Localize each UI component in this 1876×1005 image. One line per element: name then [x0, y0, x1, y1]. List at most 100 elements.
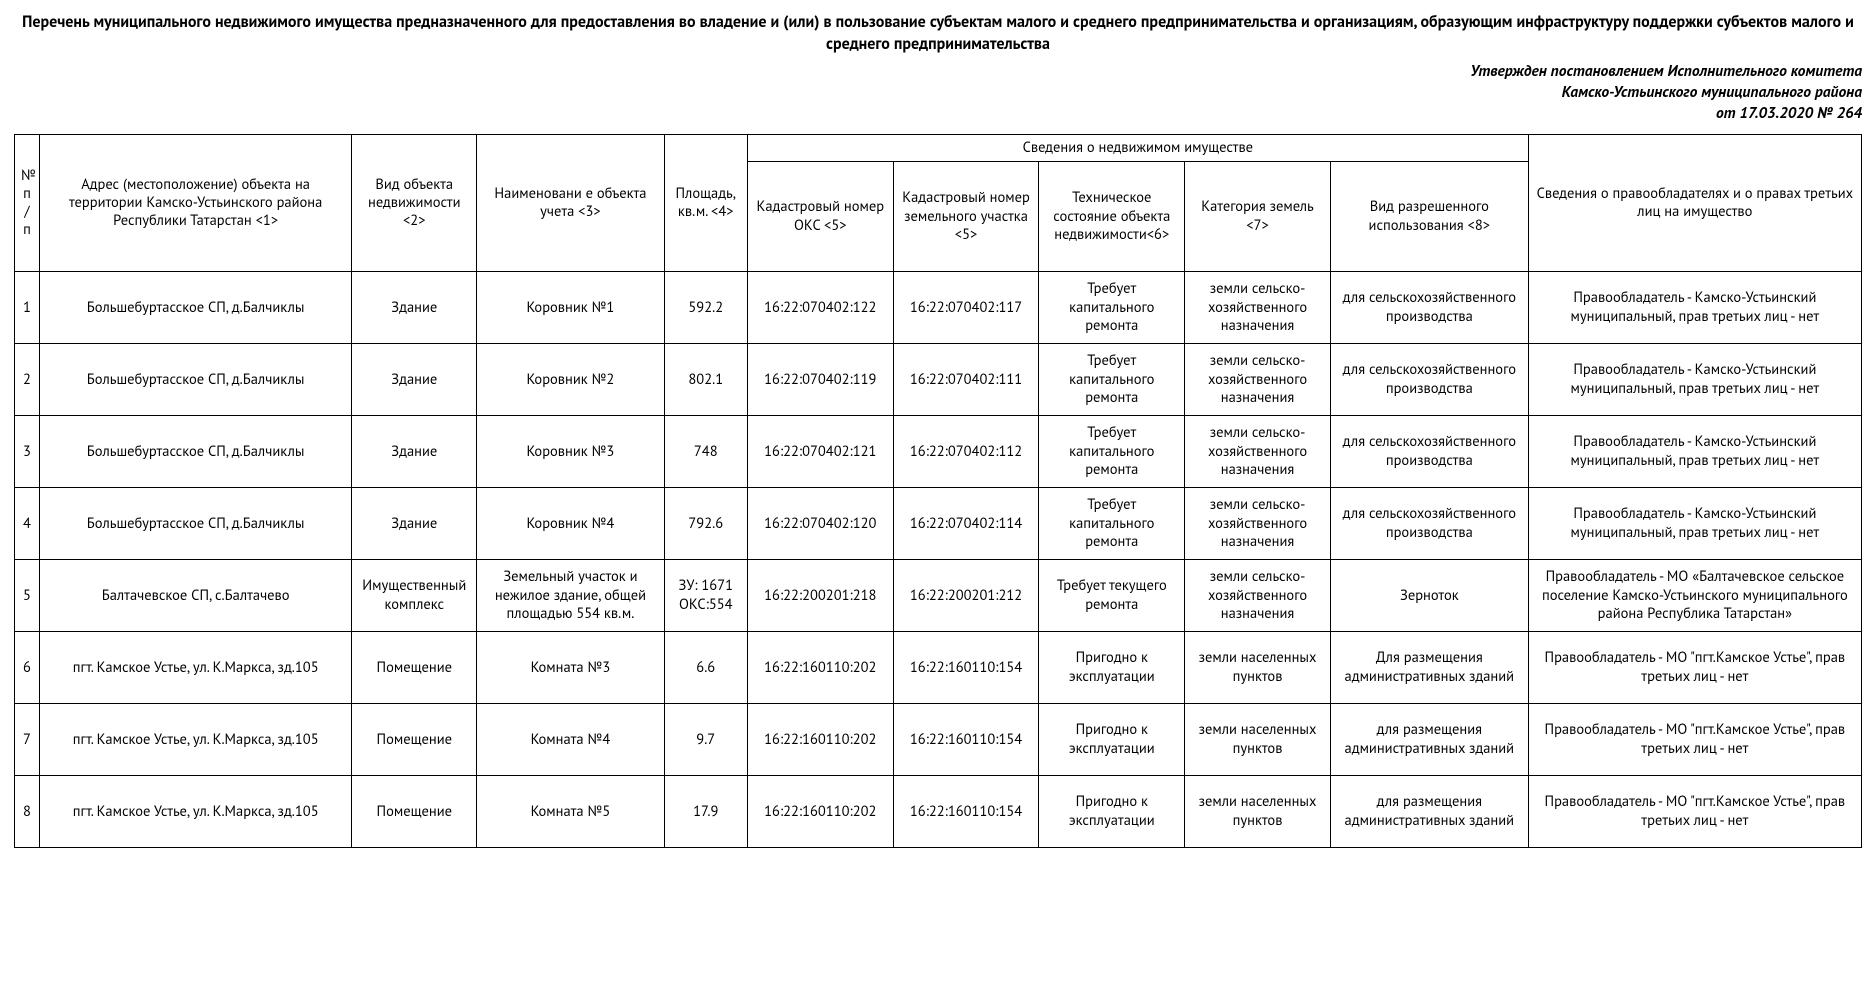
table-row: 8пгт. Камское Устье, ул. К.Маркса, зд.10… — [15, 776, 1862, 848]
cell-tech_state: Требует капитального ремонта — [1039, 344, 1185, 416]
cell-permitted_use: для сельскохозяйственного производства — [1330, 272, 1528, 344]
cell-cad_land: 16:22:160110:154 — [893, 632, 1039, 704]
cell-permitted_use: для сельскохозяйственного производства — [1330, 344, 1528, 416]
col-header-tech-state: Техническое состояние объекта недвижимос… — [1039, 162, 1185, 272]
cell-land_cat: земли сельско-хозяйственного назначения — [1185, 272, 1331, 344]
cell-area: 9.7 — [664, 704, 747, 776]
col-header-address: Адрес (местоположение) объекта на террит… — [39, 134, 351, 271]
approval-block: Утвержден постановлением Исполнительного… — [14, 61, 1862, 124]
table-row: 2Большебуртасское СП, д.БалчиклыЗданиеКо… — [15, 344, 1862, 416]
table-row: 7пгт. Камское Устье, ул. К.Маркса, зд.10… — [15, 704, 1862, 776]
cell-permitted_use: для размещения административных зданий — [1330, 704, 1528, 776]
cell-area: 592.2 — [664, 272, 747, 344]
cell-land_cat: земли населенных пунктов — [1185, 704, 1331, 776]
col-header-object-type: Вид объекта недвижимости <2> — [352, 134, 477, 271]
table-body: 1Большебуртасское СП, д.БалчиклыЗданиеКо… — [15, 272, 1862, 848]
cell-land_cat: земли населенных пунктов — [1185, 632, 1331, 704]
cell-owner: Правообладатель - Камско-Устьинский муни… — [1528, 344, 1861, 416]
cell-tech_state: Пригодно к эксплуатации — [1039, 776, 1185, 848]
cell-address: пгт. Камское Устье, ул. К.Маркса, зд.105 — [39, 704, 351, 776]
cell-num: 3 — [15, 416, 40, 488]
cell-area: 802.1 — [664, 344, 747, 416]
cell-cad_land: 16:22:200201:212 — [893, 560, 1039, 632]
cell-owner: Правообладатель - Камско-Устьинский муни… — [1528, 416, 1861, 488]
cell-num: 5 — [15, 560, 40, 632]
col-header-object-name: Наименовани е объекта учета <3> — [477, 134, 664, 271]
cell-owner: Правообладатель - МО "пгт.Камское Устье"… — [1528, 776, 1861, 848]
cell-cad_land: 16:22:070402:114 — [893, 488, 1039, 560]
cell-area: 748 — [664, 416, 747, 488]
cell-object_name: Комната №4 — [477, 704, 664, 776]
cell-num: 1 — [15, 272, 40, 344]
cell-tech_state: Пригодно к эксплуатации — [1039, 632, 1185, 704]
cell-tech_state: Требует текущего ремонта — [1039, 560, 1185, 632]
cell-permitted_use: Зерноток — [1330, 560, 1528, 632]
cell-address: пгт. Камское Устье, ул. К.Маркса, зд.105 — [39, 632, 351, 704]
cell-object_type: Здание — [352, 344, 477, 416]
cell-cad_oks: 16:22:070402:121 — [747, 416, 893, 488]
col-header-property-info: Сведения о недвижимом имуществе — [747, 134, 1528, 161]
cell-tech_state: Требует капитального ремонта — [1039, 272, 1185, 344]
col-header-cad-oks: Кадастровый номер ОКС <5> — [747, 162, 893, 272]
cell-area: 6.6 — [664, 632, 747, 704]
cell-cad_oks: 16:22:160110:202 — [747, 704, 893, 776]
table-row: 4Большебуртасское СП, д.БалчиклыЗданиеКо… — [15, 488, 1862, 560]
col-header-cad-land: Кадастровый номер земельного участка <5> — [893, 162, 1039, 272]
cell-cad_oks: 16:22:160110:202 — [747, 776, 893, 848]
col-header-permitted-use: Вид разрешенного использования <8> — [1330, 162, 1528, 272]
cell-land_cat: земли сельско-хозяйственного назначения — [1185, 560, 1331, 632]
cell-num: 8 — [15, 776, 40, 848]
cell-object_type: Здание — [352, 416, 477, 488]
cell-address: Балтачевское СП, с.Балтачево — [39, 560, 351, 632]
cell-land_cat: земли сельско-хозяйственного назначения — [1185, 416, 1331, 488]
table-row: 5Балтачевское СП, с.БалтачевоИмущественн… — [15, 560, 1862, 632]
cell-object_type: Имущественный комплекс — [352, 560, 477, 632]
cell-object_type: Здание — [352, 488, 477, 560]
cell-land_cat: земли сельско-хозяйственного назначения — [1185, 344, 1331, 416]
cell-tech_state: Требует капитального ремонта — [1039, 488, 1185, 560]
cell-num: 4 — [15, 488, 40, 560]
cell-owner: Правообладатель - МО "пгт.Камское Устье"… — [1528, 704, 1861, 776]
cell-num: 7 — [15, 704, 40, 776]
cell-object_name: Комната №5 — [477, 776, 664, 848]
cell-object_type: Помещение — [352, 776, 477, 848]
cell-owner: Правообладатель - МО «Балтачевское сельс… — [1528, 560, 1861, 632]
approval-line-2: Камско-Устьинского муниципального района — [1562, 82, 1862, 102]
cell-object_name: Земельный участок и нежилое здание, обще… — [477, 560, 664, 632]
cell-tech_state: Пригодно к эксплуатации — [1039, 704, 1185, 776]
cell-address: пгт. Камское Устье, ул. К.Маркса, зд.105 — [39, 776, 351, 848]
cell-cad_land: 16:22:070402:117 — [893, 272, 1039, 344]
cell-area: ЗУ: 1671 ОКС:554 — [664, 560, 747, 632]
approval-line-3: от 17.03.2020 № 264 — [1716, 103, 1862, 123]
cell-tech_state: Требует капитального ремонта — [1039, 416, 1185, 488]
cell-permitted_use: Для размещения административных зданий — [1330, 632, 1528, 704]
document-title: Перечень муниципального недвижимого имущ… — [14, 12, 1862, 55]
cell-land_cat: земли сельско-хозяйственного назначения — [1185, 488, 1331, 560]
cell-permitted_use: для размещения административных зданий — [1330, 776, 1528, 848]
cell-owner: Правообладатель - Камско-Устьинский муни… — [1528, 488, 1861, 560]
cell-num: 2 — [15, 344, 40, 416]
cell-address: Большебуртасское СП, д.Балчиклы — [39, 344, 351, 416]
cell-cad_oks: 16:22:070402:120 — [747, 488, 893, 560]
cell-permitted_use: для сельскохозяйственного производства — [1330, 488, 1528, 560]
cell-land_cat: земли населенных пунктов — [1185, 776, 1331, 848]
col-header-owner-info: Сведения о правообладателях и о правах т… — [1528, 134, 1861, 271]
property-table: № п/п Адрес (местоположение) объекта на … — [14, 134, 1862, 848]
cell-cad_oks: 16:22:070402:119 — [747, 344, 893, 416]
cell-object_type: Помещение — [352, 632, 477, 704]
table-row: 6пгт. Камское Устье, ул. К.Маркса, зд.10… — [15, 632, 1862, 704]
cell-address: Большебуртасское СП, д.Балчиклы — [39, 272, 351, 344]
cell-object_type: Помещение — [352, 704, 477, 776]
col-header-num: № п/п — [15, 134, 40, 271]
cell-owner: Правообладатель - Камско-Устьинский муни… — [1528, 272, 1861, 344]
col-header-area: Площадь, кв.м. <4> — [664, 134, 747, 271]
cell-cad_oks: 16:22:200201:218 — [747, 560, 893, 632]
cell-cad_oks: 16:22:160110:202 — [747, 632, 893, 704]
cell-object_name: Коровник №4 — [477, 488, 664, 560]
cell-object_type: Здание — [352, 272, 477, 344]
cell-object_name: Коровник №3 — [477, 416, 664, 488]
cell-address: Большебуртасское СП, д.Балчиклы — [39, 488, 351, 560]
cell-object_name: Комната №3 — [477, 632, 664, 704]
table-row: 3Большебуртасское СП, д.БалчиклыЗданиеКо… — [15, 416, 1862, 488]
col-header-land-cat: Категория земель <7> — [1185, 162, 1331, 272]
